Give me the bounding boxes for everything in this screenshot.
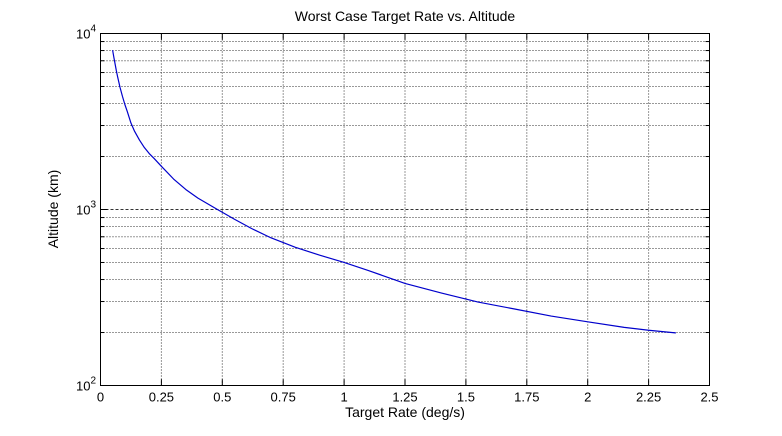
chart-title: Worst Case Target Rate vs. Altitude [295,8,516,24]
y-axis-label: Altitude (km) [45,170,61,249]
y-tick-label: 103 [76,200,96,218]
x-tick-label: 0.5 [213,390,231,405]
x-tick-label: 2.5 [700,390,718,405]
series-worst-case-target-rate [112,49,677,334]
tick-labels: 0 0.25 0.5 0.75 1 1.25 1.5 1.75 2 2.25 2.5 102 103 10… [76,24,719,405]
x-tick-label: 0 [97,390,104,405]
x-tick-label: 2 [584,390,591,405]
axes-box [100,33,710,386]
x-axis-label: Target Rate (deg/s) [345,404,465,420]
x-tick-label: 1.5 [457,390,475,405]
y-tick-label: 102 [76,376,96,394]
x-tick-label: 1.25 [392,390,417,405]
x-tick-label: 0.25 [149,390,174,405]
grid-lines [100,33,710,386]
x-tick-label: 2.25 [636,390,661,405]
data-curve [112,49,677,334]
tick-marks [100,33,710,386]
x-tick-label: 0.75 [271,390,296,405]
x-tick-label: 1.75 [514,390,539,405]
x-tick-label: 1 [340,390,347,405]
y-tick-label: 104 [76,24,96,42]
